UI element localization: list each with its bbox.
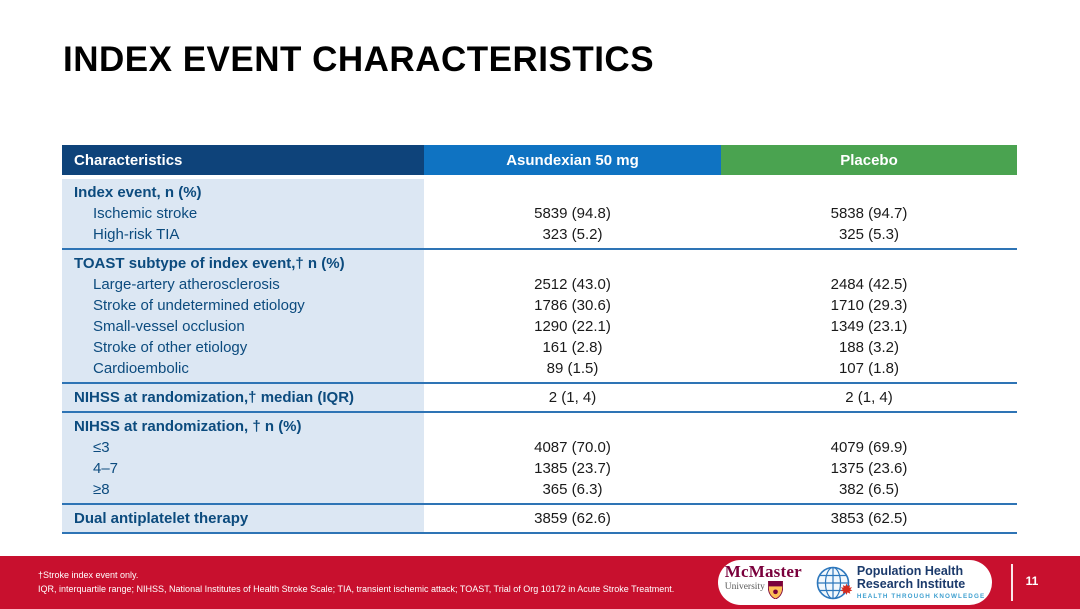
placebo-value bbox=[721, 182, 1017, 203]
asundexian-value: 89 (1.5) bbox=[546, 360, 599, 377]
table-row: Cardioembolic 89 (1.5) 107 (1.8) bbox=[62, 358, 1017, 379]
mcmaster-wordmark: McMaster bbox=[724, 561, 802, 581]
characteristics-table: Characteristics Asundexian 50 mg Placebo… bbox=[62, 145, 1017, 534]
asundexian-value bbox=[424, 182, 721, 203]
placebo-value: 4079 (69.9) bbox=[830, 439, 908, 456]
asundexian-value: 3859 (62.6) bbox=[534, 510, 611, 527]
asundexian-value: 161 (2.8) bbox=[542, 339, 603, 356]
placebo-value: 3853 (62.5) bbox=[830, 510, 908, 527]
placebo-value bbox=[721, 253, 1017, 274]
table-row: Dual antiplatelet therapy 3859 (62.6) 3853… bbox=[62, 508, 1017, 529]
column-header-characteristics: Characteristics bbox=[62, 145, 424, 175]
table-row: TOAST subtype of index event,† n (%) bbox=[62, 253, 1017, 274]
page-title: INDEX EVENT CHARACTERISTICS bbox=[63, 40, 655, 79]
page-number: 11 bbox=[1025, 574, 1039, 588]
placebo-value: 2 (1, 4) bbox=[845, 389, 893, 406]
mcmaster-logo: McMaster University bbox=[725, 563, 802, 603]
row-label: 4–7 bbox=[93, 460, 119, 477]
row-label: Stroke of undetermined etiology bbox=[93, 297, 305, 314]
row-label: Index event, n (%) bbox=[74, 184, 202, 201]
row-label: Large-artery atherosclerosis bbox=[93, 276, 280, 293]
row-label: Dual antiplatelet therapy bbox=[74, 510, 249, 527]
placebo-value: 325 (5.3) bbox=[838, 226, 900, 243]
placebo-value: 382 (6.5) bbox=[838, 481, 900, 498]
asundexian-value: 323 (5.2) bbox=[542, 226, 603, 243]
asundexian-value: 4087 (70.0) bbox=[534, 439, 611, 456]
phri-globe-icon bbox=[815, 565, 853, 601]
phri-name-line-1: Population Health bbox=[856, 564, 964, 578]
table-row: ≥8 365 (6.3) 382 (6.5) bbox=[62, 479, 1017, 500]
asundexian-value: 2512 (43.0) bbox=[534, 276, 611, 293]
table-header-row: Characteristics Asundexian 50 mg Placebo bbox=[62, 145, 1017, 175]
row-label: Ischemic stroke bbox=[93, 205, 198, 222]
table-section: TOAST subtype of index event,† n (%) Larg… bbox=[62, 250, 1017, 384]
phri-logo: Population Health Research Institute HEA… bbox=[815, 565, 985, 601]
footer-divider bbox=[1011, 564, 1013, 601]
row-label: Stroke of other etiology bbox=[93, 339, 248, 356]
table-section: NIHSS at randomization,† median (IQR) 2 (… bbox=[62, 384, 1017, 413]
mcmaster-university-label: University bbox=[724, 581, 765, 592]
table-section: NIHSS at randomization, † n (%) ≤3 4087 (7… bbox=[62, 413, 1017, 505]
table-row: Stroke of other etiology 161 (2.8) 188 (3.… bbox=[62, 337, 1017, 358]
placebo-value: 1710 (29.3) bbox=[830, 297, 908, 314]
table-row: High-risk TIA 323 (5.2) 325 (5.3) bbox=[62, 224, 1017, 245]
row-label: ≤3 bbox=[93, 439, 110, 456]
placebo-value: 107 (1.8) bbox=[838, 360, 900, 377]
placebo-value: 2484 (42.5) bbox=[830, 276, 908, 293]
footnote-line-1: †Stroke index event only. bbox=[38, 570, 139, 580]
phri-tagline: HEALTH THROUGH KNOWLEDGE bbox=[856, 593, 986, 600]
logo-pill: McMaster University bbox=[718, 560, 992, 605]
table-row: NIHSS at randomization,† median (IQR) 2 (… bbox=[62, 387, 1017, 408]
placebo-value: 1349 (23.1) bbox=[830, 318, 908, 335]
row-label: NIHSS at randomization,† median (IQR) bbox=[74, 389, 355, 406]
asundexian-value: 1385 (23.7) bbox=[534, 460, 611, 477]
placebo-value: 5838 (94.7) bbox=[830, 205, 908, 222]
placebo-value: 1375 (23.6) bbox=[830, 460, 908, 477]
footnote-line-2: IQR, interquartile range; NIHSS, Nationa… bbox=[38, 583, 675, 594]
asundexian-value: 2 (1, 4) bbox=[548, 389, 597, 406]
table-row: Ischemic stroke 5839 (94.8) 5838 (94.7) bbox=[62, 203, 1017, 224]
table-row: NIHSS at randomization, † n (%) bbox=[62, 416, 1017, 437]
placebo-value: 188 (3.2) bbox=[838, 339, 900, 356]
asundexian-value bbox=[424, 416, 721, 437]
table-section: Dual antiplatelet therapy 3859 (62.6) 3853… bbox=[62, 505, 1017, 534]
row-label: High-risk TIA bbox=[93, 226, 180, 243]
column-header-placebo: Placebo bbox=[721, 145, 1017, 175]
table-row: Small-vessel occlusion 1290 (22.1) 1349 (2… bbox=[62, 316, 1017, 337]
table-row: 4–7 1385 (23.7) 1375 (23.6) bbox=[62, 458, 1017, 479]
table-body: Index event, n (%) Ischemic stroke 5839 (9… bbox=[62, 179, 1017, 534]
table-row: Large-artery atherosclerosis 2512 (43.0) 2… bbox=[62, 274, 1017, 295]
row-label: Cardioembolic bbox=[93, 360, 189, 377]
asundexian-value: 5839 (94.8) bbox=[534, 205, 611, 222]
row-label: ≥8 bbox=[93, 481, 110, 498]
row-label: TOAST subtype of index event,† n (%) bbox=[74, 255, 345, 272]
asundexian-value: 1290 (22.1) bbox=[534, 318, 611, 335]
footnotes: †Stroke index event only. IQR, interquar… bbox=[38, 569, 674, 596]
table-row: Index event, n (%) bbox=[62, 182, 1017, 203]
maple-leaf-icon bbox=[840, 583, 853, 601]
phri-name-line-2: Research Institute bbox=[856, 577, 966, 591]
mcmaster-crest-icon bbox=[767, 580, 783, 603]
asundexian-value: 1786 (30.6) bbox=[534, 297, 611, 314]
placebo-value bbox=[721, 416, 1017, 437]
asundexian-value bbox=[424, 253, 721, 274]
row-label: Small-vessel occlusion bbox=[93, 318, 245, 335]
asundexian-value: 365 (6.3) bbox=[542, 481, 603, 498]
column-header-asundexian: Asundexian 50 mg bbox=[424, 145, 721, 175]
row-label: NIHSS at randomization, † n (%) bbox=[74, 418, 302, 435]
table-row: Stroke of undetermined etiology 1786 (30.… bbox=[62, 295, 1017, 316]
table-section: Index event, n (%) Ischemic stroke 5839 (9… bbox=[62, 179, 1017, 250]
footer-bar: †Stroke index event only. IQR, interquar… bbox=[0, 556, 1080, 609]
table-row: ≤3 4087 (70.0) 4079 (69.9) bbox=[62, 437, 1017, 458]
